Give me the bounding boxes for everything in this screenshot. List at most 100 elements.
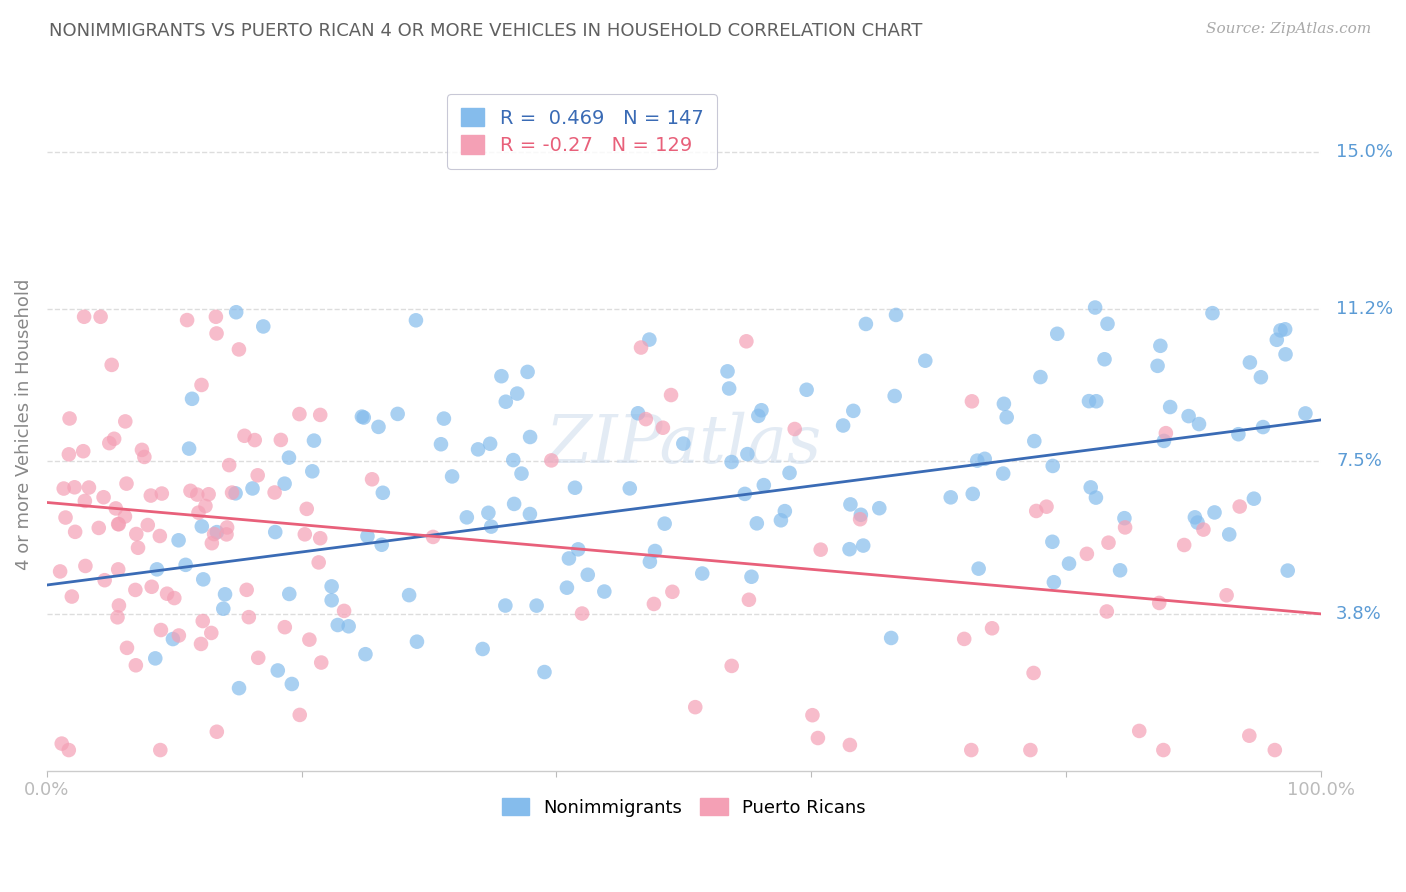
Point xyxy=(1239,729,1261,743)
Point xyxy=(796,383,818,397)
Text: 3.8%: 3.8% xyxy=(1336,605,1382,623)
Point xyxy=(720,455,742,469)
Point xyxy=(1035,500,1057,514)
Point xyxy=(114,509,136,524)
Point xyxy=(1264,743,1286,757)
Point xyxy=(107,562,129,576)
Point xyxy=(162,632,184,646)
Point xyxy=(191,614,214,628)
Point xyxy=(321,579,343,593)
Point xyxy=(973,451,995,466)
Point xyxy=(225,305,247,319)
Point xyxy=(217,520,239,534)
Point xyxy=(638,555,661,569)
Point xyxy=(235,582,257,597)
Point xyxy=(1215,588,1237,602)
Point xyxy=(627,406,650,420)
Point xyxy=(883,389,905,403)
Point xyxy=(177,442,200,456)
Point xyxy=(52,482,75,496)
Point xyxy=(995,410,1018,425)
Point xyxy=(555,581,578,595)
Point xyxy=(309,656,332,670)
Point xyxy=(247,650,270,665)
Point xyxy=(115,640,138,655)
Point xyxy=(619,482,641,496)
Point xyxy=(1159,400,1181,414)
Point xyxy=(179,483,201,498)
Point xyxy=(194,499,217,513)
Point xyxy=(849,508,872,522)
Point xyxy=(519,507,541,521)
Point xyxy=(136,518,159,533)
Point xyxy=(205,724,228,739)
Point xyxy=(333,604,356,618)
Point xyxy=(321,593,343,607)
Legend: Nonimmigrants, Puerto Ricans: Nonimmigrants, Puerto Ricans xyxy=(495,791,873,824)
Point xyxy=(564,481,586,495)
Point xyxy=(1201,306,1223,320)
Point xyxy=(398,588,420,602)
Point xyxy=(107,517,129,532)
Point xyxy=(533,665,555,679)
Point xyxy=(87,521,110,535)
Point xyxy=(295,501,318,516)
Point xyxy=(471,642,494,657)
Point xyxy=(93,573,115,587)
Point xyxy=(576,567,599,582)
Point xyxy=(807,731,830,745)
Point xyxy=(1084,301,1107,315)
Point xyxy=(221,485,243,500)
Point xyxy=(1078,394,1101,409)
Point xyxy=(301,464,323,478)
Point xyxy=(125,658,148,673)
Point xyxy=(644,544,666,558)
Point xyxy=(783,422,806,436)
Point xyxy=(1204,505,1226,519)
Point xyxy=(1250,370,1272,384)
Point xyxy=(1057,557,1080,571)
Point xyxy=(125,527,148,541)
Point xyxy=(683,700,706,714)
Point xyxy=(146,562,169,576)
Point xyxy=(205,525,228,540)
Point xyxy=(193,572,215,586)
Point xyxy=(593,584,616,599)
Point xyxy=(302,434,325,448)
Point xyxy=(1188,417,1211,431)
Point xyxy=(1173,538,1195,552)
Point xyxy=(187,506,209,520)
Text: 7.5%: 7.5% xyxy=(1336,452,1382,470)
Point xyxy=(769,513,792,527)
Point xyxy=(252,319,274,334)
Text: Source: ZipAtlas.com: Source: ZipAtlas.com xyxy=(1205,22,1371,37)
Point xyxy=(962,487,984,501)
Point xyxy=(1094,352,1116,367)
Point xyxy=(143,651,166,665)
Point xyxy=(914,353,936,368)
Point xyxy=(367,420,389,434)
Point xyxy=(1229,500,1251,514)
Point xyxy=(849,512,872,526)
Point xyxy=(1114,520,1136,534)
Point xyxy=(643,597,665,611)
Point xyxy=(167,533,190,548)
Point xyxy=(634,412,657,426)
Point xyxy=(191,519,214,533)
Point xyxy=(90,310,112,324)
Point xyxy=(58,743,80,757)
Point xyxy=(356,529,378,543)
Point xyxy=(190,378,212,392)
Point xyxy=(884,308,907,322)
Point xyxy=(77,481,100,495)
Point xyxy=(243,433,266,447)
Point xyxy=(387,407,409,421)
Point xyxy=(690,566,713,581)
Point xyxy=(218,458,240,472)
Point xyxy=(267,664,290,678)
Point xyxy=(981,621,1004,635)
Point xyxy=(406,634,429,648)
Point xyxy=(1147,596,1170,610)
Point xyxy=(516,365,538,379)
Text: 15.0%: 15.0% xyxy=(1336,143,1393,161)
